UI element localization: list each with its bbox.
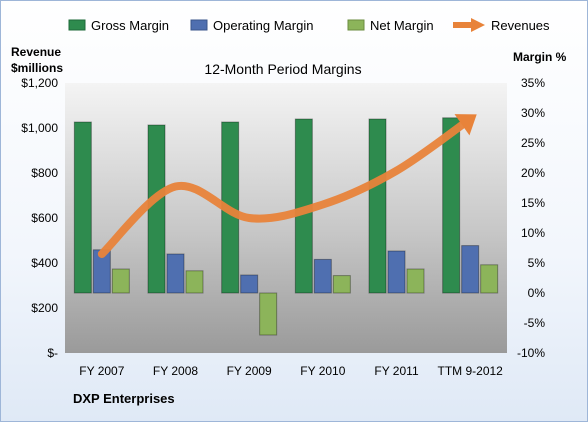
- left-tick-label: $200: [31, 301, 58, 315]
- right-tick-label: 35%: [521, 76, 545, 90]
- bar-gross-margin-1: [73, 121, 92, 294]
- legend-swatch-operating-margin: [190, 19, 208, 31]
- right-tick-label: -10%: [517, 346, 545, 360]
- x-tick-label: TTM 9-2012: [437, 364, 503, 378]
- legend: Gross Margin Operating Margin Net Margin…: [68, 18, 550, 33]
- left-tick-label: $600: [31, 211, 58, 225]
- bar-net-margin-6: [480, 264, 499, 294]
- right-axis-label: Margin %: [513, 50, 567, 64]
- x-axis-ticks: FY 2007 FY 2008 FY 2009 FY 2010 FY 2011 TTM 9…: [79, 364, 503, 378]
- company-label: DXP Enterprises: [73, 391, 175, 406]
- bar-operating-margin-4: [313, 258, 332, 294]
- bar-net-margin-2: [185, 270, 204, 294]
- right-axis-ticks: -10% -5% 0% 5% 10% 15% 20% 25% 30% 35%: [517, 76, 545, 360]
- x-tick-label: FY 2009: [227, 364, 272, 378]
- legend-swatch-gross-margin: [68, 19, 86, 31]
- x-tick-label: FY 2011: [374, 364, 419, 378]
- left-tick-label: $-: [47, 346, 58, 360]
- right-tick-label: 20%: [521, 166, 545, 180]
- bar-operating-margin-6: [461, 245, 480, 294]
- bar-net-margin-1: [111, 268, 130, 294]
- bar-operating-margin-3: [240, 274, 259, 294]
- left-tick-label: $400: [31, 256, 58, 270]
- legend-label-net-margin: Net Margin: [370, 18, 434, 33]
- right-tick-label: 15%: [521, 196, 545, 210]
- bar-net-margin-4: [332, 275, 351, 294]
- chart-title: 12-Month Period Margins: [204, 61, 361, 77]
- left-tick-label: $1,000: [21, 121, 58, 135]
- x-tick-label: FY 2010: [300, 364, 345, 378]
- legend-swatch-net-margin: [347, 19, 365, 31]
- legend-swatch-revenues-arrow: [471, 18, 485, 32]
- bar-net-margin-3: [259, 292, 278, 336]
- bar-gross-margin-5: [368, 118, 387, 294]
- legend-label-revenues: Revenues: [491, 18, 550, 33]
- left-tick-label: $1,200: [21, 76, 58, 90]
- bar-operating-margin-5: [387, 250, 406, 294]
- revenue-arrowhead: [454, 114, 477, 136]
- bar-gross-margin-2: [147, 124, 166, 294]
- left-axis-ticks: $- $200 $400 $600 $800 $1,000 $1,200: [21, 76, 58, 360]
- bar-gross-margin-6: [442, 117, 461, 294]
- bars-layer: [73, 117, 499, 336]
- bar-operating-margin-2: [166, 253, 185, 294]
- right-tick-label: 0%: [528, 286, 546, 300]
- right-tick-label: 25%: [521, 136, 545, 150]
- left-tick-label: $800: [31, 166, 58, 180]
- right-tick-label: 30%: [521, 106, 545, 120]
- legend-label-operating-margin: Operating Margin: [213, 18, 313, 33]
- x-tick-label: FY 2008: [153, 364, 198, 378]
- revenue-line-layer: [97, 114, 477, 258]
- x-tick-label: FY 2007: [79, 364, 124, 378]
- right-tick-label: -5%: [524, 316, 546, 330]
- legend-label-gross-margin: Gross Margin: [91, 18, 169, 33]
- right-tick-label: 5%: [528, 256, 546, 270]
- right-tick-label: 10%: [521, 226, 545, 240]
- bar-net-margin-5: [406, 268, 425, 294]
- left-axis-label-line2: $millions: [11, 61, 63, 75]
- left-axis-label-line1: Revenue: [11, 45, 61, 59]
- revenue-line: [97, 115, 475, 258]
